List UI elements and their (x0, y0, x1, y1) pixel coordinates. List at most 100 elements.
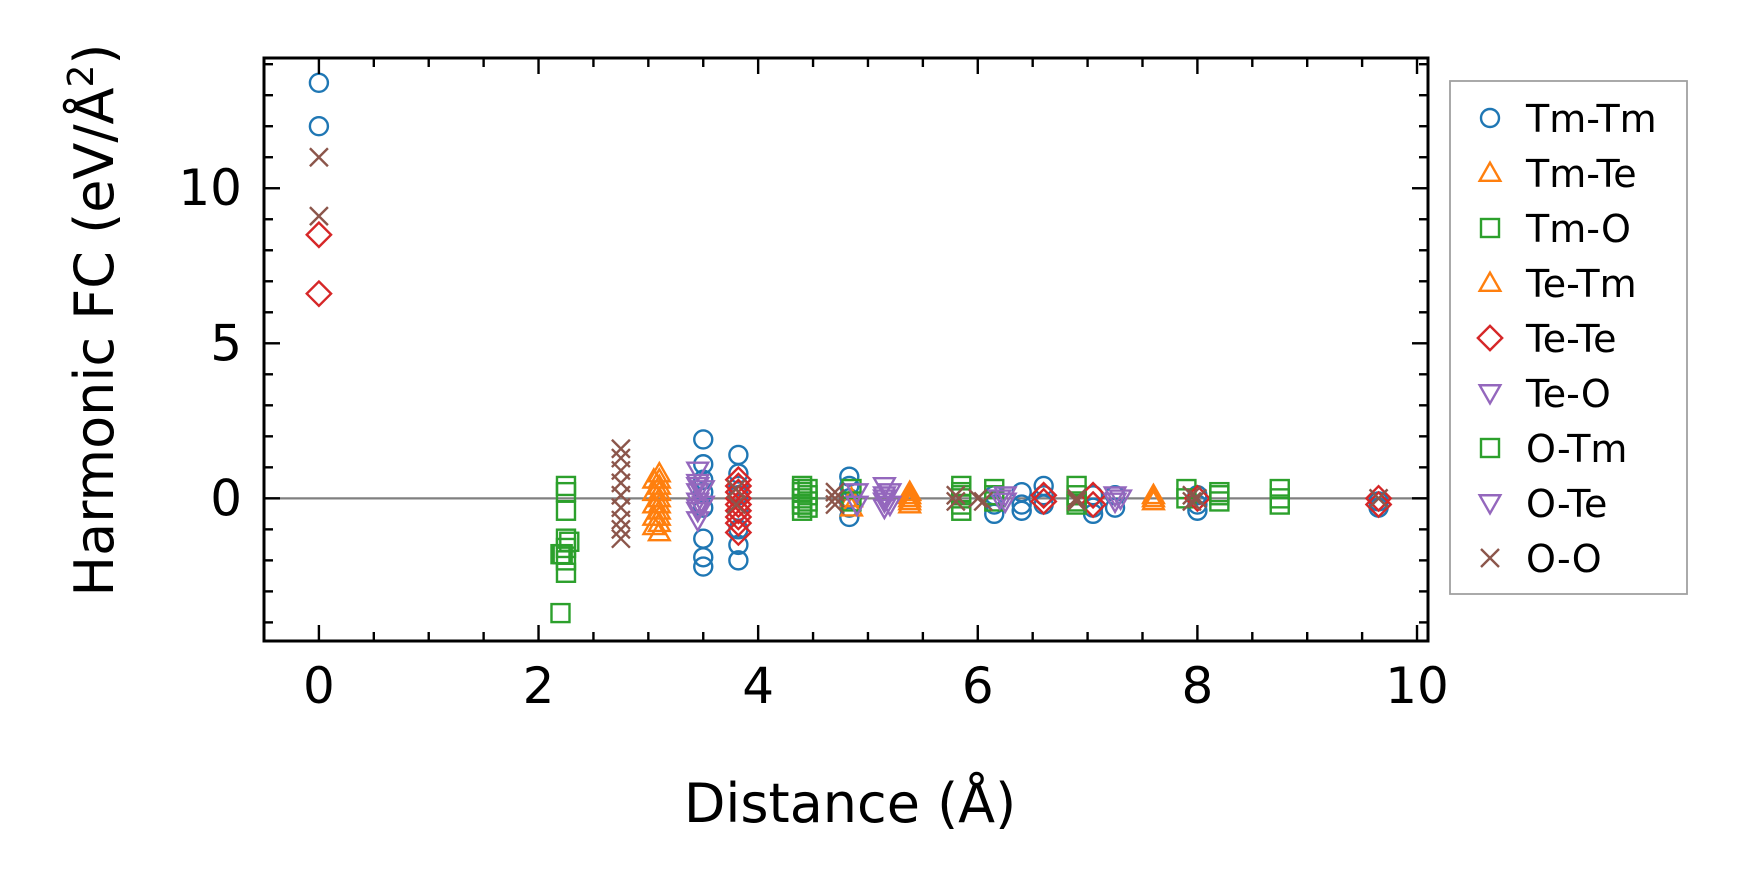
data-point (685, 476, 711, 499)
data-point (825, 494, 845, 515)
plot-frame (262, 56, 1430, 643)
legend-label: Te-O (1525, 372, 1611, 416)
data-point (1029, 487, 1058, 516)
series-o-te (685, 476, 1133, 521)
data-point (693, 429, 714, 450)
data-point (641, 513, 667, 536)
data-point (872, 498, 897, 521)
data-point (641, 479, 667, 502)
legend-marker (1477, 160, 1503, 182)
data-point (559, 531, 580, 552)
legend-marker (1479, 217, 1501, 239)
data-point (685, 461, 711, 484)
data-point (555, 500, 577, 521)
data-point (552, 543, 573, 565)
y-tick-label: 10 (178, 159, 242, 217)
legend-marker (1480, 548, 1500, 568)
data-point (685, 498, 711, 521)
data-point (724, 490, 753, 519)
data-point (724, 496, 753, 525)
data-point (693, 528, 714, 549)
x-tick-label: 6 (962, 657, 994, 715)
data-point (1033, 485, 1054, 506)
data-point (1182, 491, 1202, 512)
series-o-tm (552, 478, 1230, 565)
x-tick-label: 8 (1181, 657, 1213, 715)
data-point (839, 494, 864, 517)
data-point (724, 503, 753, 531)
data-point (690, 480, 716, 502)
data-point (951, 485, 972, 506)
data-point (973, 491, 994, 512)
data-point (1269, 494, 1290, 515)
data-point (992, 492, 1018, 515)
data-point (611, 519, 631, 540)
data-point (726, 494, 747, 515)
x-tick-label: 4 (742, 657, 774, 715)
data-point (550, 602, 571, 624)
data-point (839, 506, 860, 528)
legend: Tm-Tm Tm-Te Tm-O Te-Tm Te-Te Te-O O-Tm O-Te O-O (1449, 80, 1688, 595)
data-point (308, 72, 330, 94)
y-axis-label: Harmonic FC (eV/Å2) (61, 44, 126, 597)
legend-label: Te-Te (1525, 317, 1617, 361)
data-point (1108, 489, 1133, 512)
data-point (844, 495, 870, 518)
data-point (728, 550, 749, 571)
data-point (728, 444, 749, 466)
data-point (844, 483, 870, 505)
data-point (1141, 488, 1166, 511)
legend-label: Te-Tm (1525, 262, 1637, 306)
y-axis-label-close: ) (63, 44, 126, 65)
series-te-tm (641, 466, 1166, 536)
data-point (1011, 500, 1032, 521)
data-point (641, 466, 667, 489)
data-point (693, 556, 714, 577)
x-tick-label: 10 (1385, 657, 1449, 715)
data-point (1364, 490, 1393, 519)
data-point (1029, 481, 1058, 510)
data-point (728, 463, 749, 484)
data-point (1141, 485, 1166, 508)
legend-label: Tm-Tm (1525, 97, 1657, 141)
data-marks (264, 72, 1428, 624)
data-point (1187, 488, 1208, 509)
data-point (897, 479, 923, 502)
data-point (611, 528, 631, 549)
data-point (1102, 486, 1128, 509)
data-point (693, 547, 714, 568)
data-point (841, 478, 862, 500)
data-point (872, 489, 897, 512)
data-point (877, 483, 903, 505)
legend-marker (1477, 270, 1503, 292)
data-point (897, 482, 923, 505)
data-point (987, 489, 1013, 512)
legend-marker (1477, 384, 1503, 406)
series-o-o (309, 147, 1389, 549)
data-point (724, 509, 753, 538)
data-point (791, 478, 813, 500)
legend-marker (1476, 324, 1504, 352)
legend-label: O-O (1526, 537, 1602, 581)
data-point (726, 479, 747, 499)
y-tick-label: 0 (210, 469, 242, 527)
data-point (967, 488, 988, 509)
legend-marker (1479, 107, 1501, 129)
data-point (724, 518, 753, 547)
x-axis-label: Distance (Å) (684, 771, 1016, 835)
data-point (555, 537, 577, 559)
y-tick-label: 5 (210, 314, 242, 372)
y-axis-label-main: Harmonic FC (eV/Å (62, 87, 126, 596)
data-point (309, 206, 329, 227)
data-point (791, 494, 813, 515)
axes: 0 2 4 6 8 10 0 5 10 (178, 56, 1449, 715)
legend-label: O-Tm (1526, 427, 1627, 471)
data-point (897, 485, 923, 508)
legend-label: O-Te (1526, 482, 1607, 526)
data-point (728, 475, 749, 497)
data-point (611, 438, 631, 459)
data-point (646, 510, 672, 533)
data-point (1066, 491, 1087, 512)
